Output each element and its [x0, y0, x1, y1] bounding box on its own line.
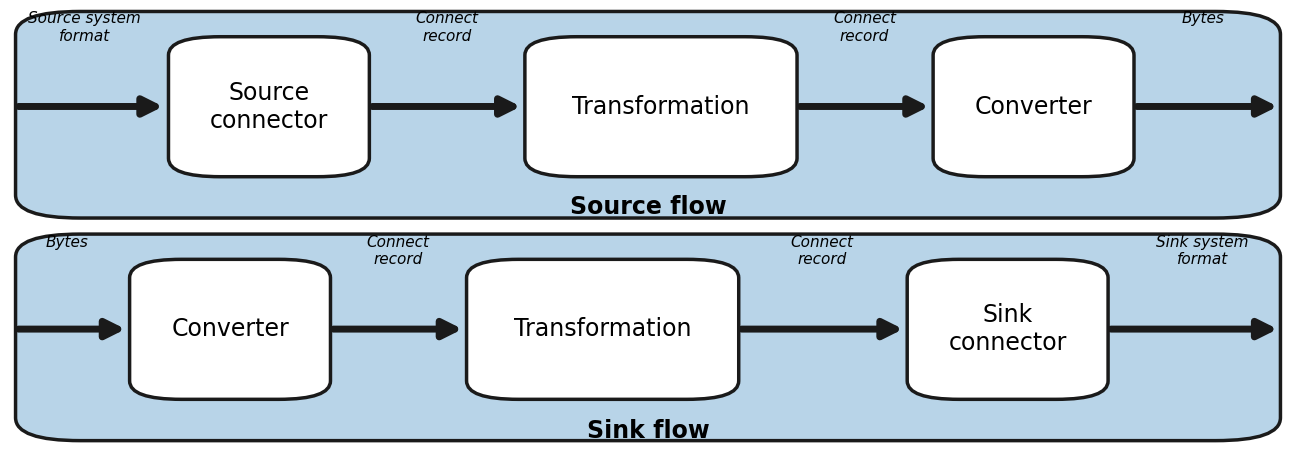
Text: Sink system
format: Sink system format	[1156, 235, 1249, 268]
Text: Transformation: Transformation	[515, 317, 691, 341]
Text: Converter: Converter	[975, 95, 1093, 119]
Text: Source
connector: Source connector	[210, 81, 328, 133]
Text: Transformation: Transformation	[573, 95, 749, 119]
Text: Sink
connector: Sink connector	[949, 303, 1067, 355]
FancyBboxPatch shape	[933, 37, 1134, 177]
Text: Connect
record: Connect record	[367, 235, 429, 268]
Text: Source system
format: Source system format	[29, 11, 140, 44]
FancyBboxPatch shape	[525, 37, 797, 177]
Text: Bytes: Bytes	[1181, 11, 1225, 27]
Text: Connect
record: Connect record	[791, 235, 853, 268]
FancyBboxPatch shape	[467, 259, 739, 399]
Text: Sink flow: Sink flow	[587, 419, 709, 442]
FancyBboxPatch shape	[168, 37, 369, 177]
Text: Converter: Converter	[171, 317, 289, 341]
FancyBboxPatch shape	[16, 11, 1280, 218]
Text: Source flow: Source flow	[570, 196, 726, 219]
Text: Connect
record: Connect record	[416, 11, 478, 44]
Text: Bytes: Bytes	[45, 235, 89, 250]
FancyBboxPatch shape	[130, 259, 330, 399]
Text: Connect
record: Connect record	[833, 11, 896, 44]
FancyBboxPatch shape	[907, 259, 1108, 399]
FancyBboxPatch shape	[16, 234, 1280, 441]
